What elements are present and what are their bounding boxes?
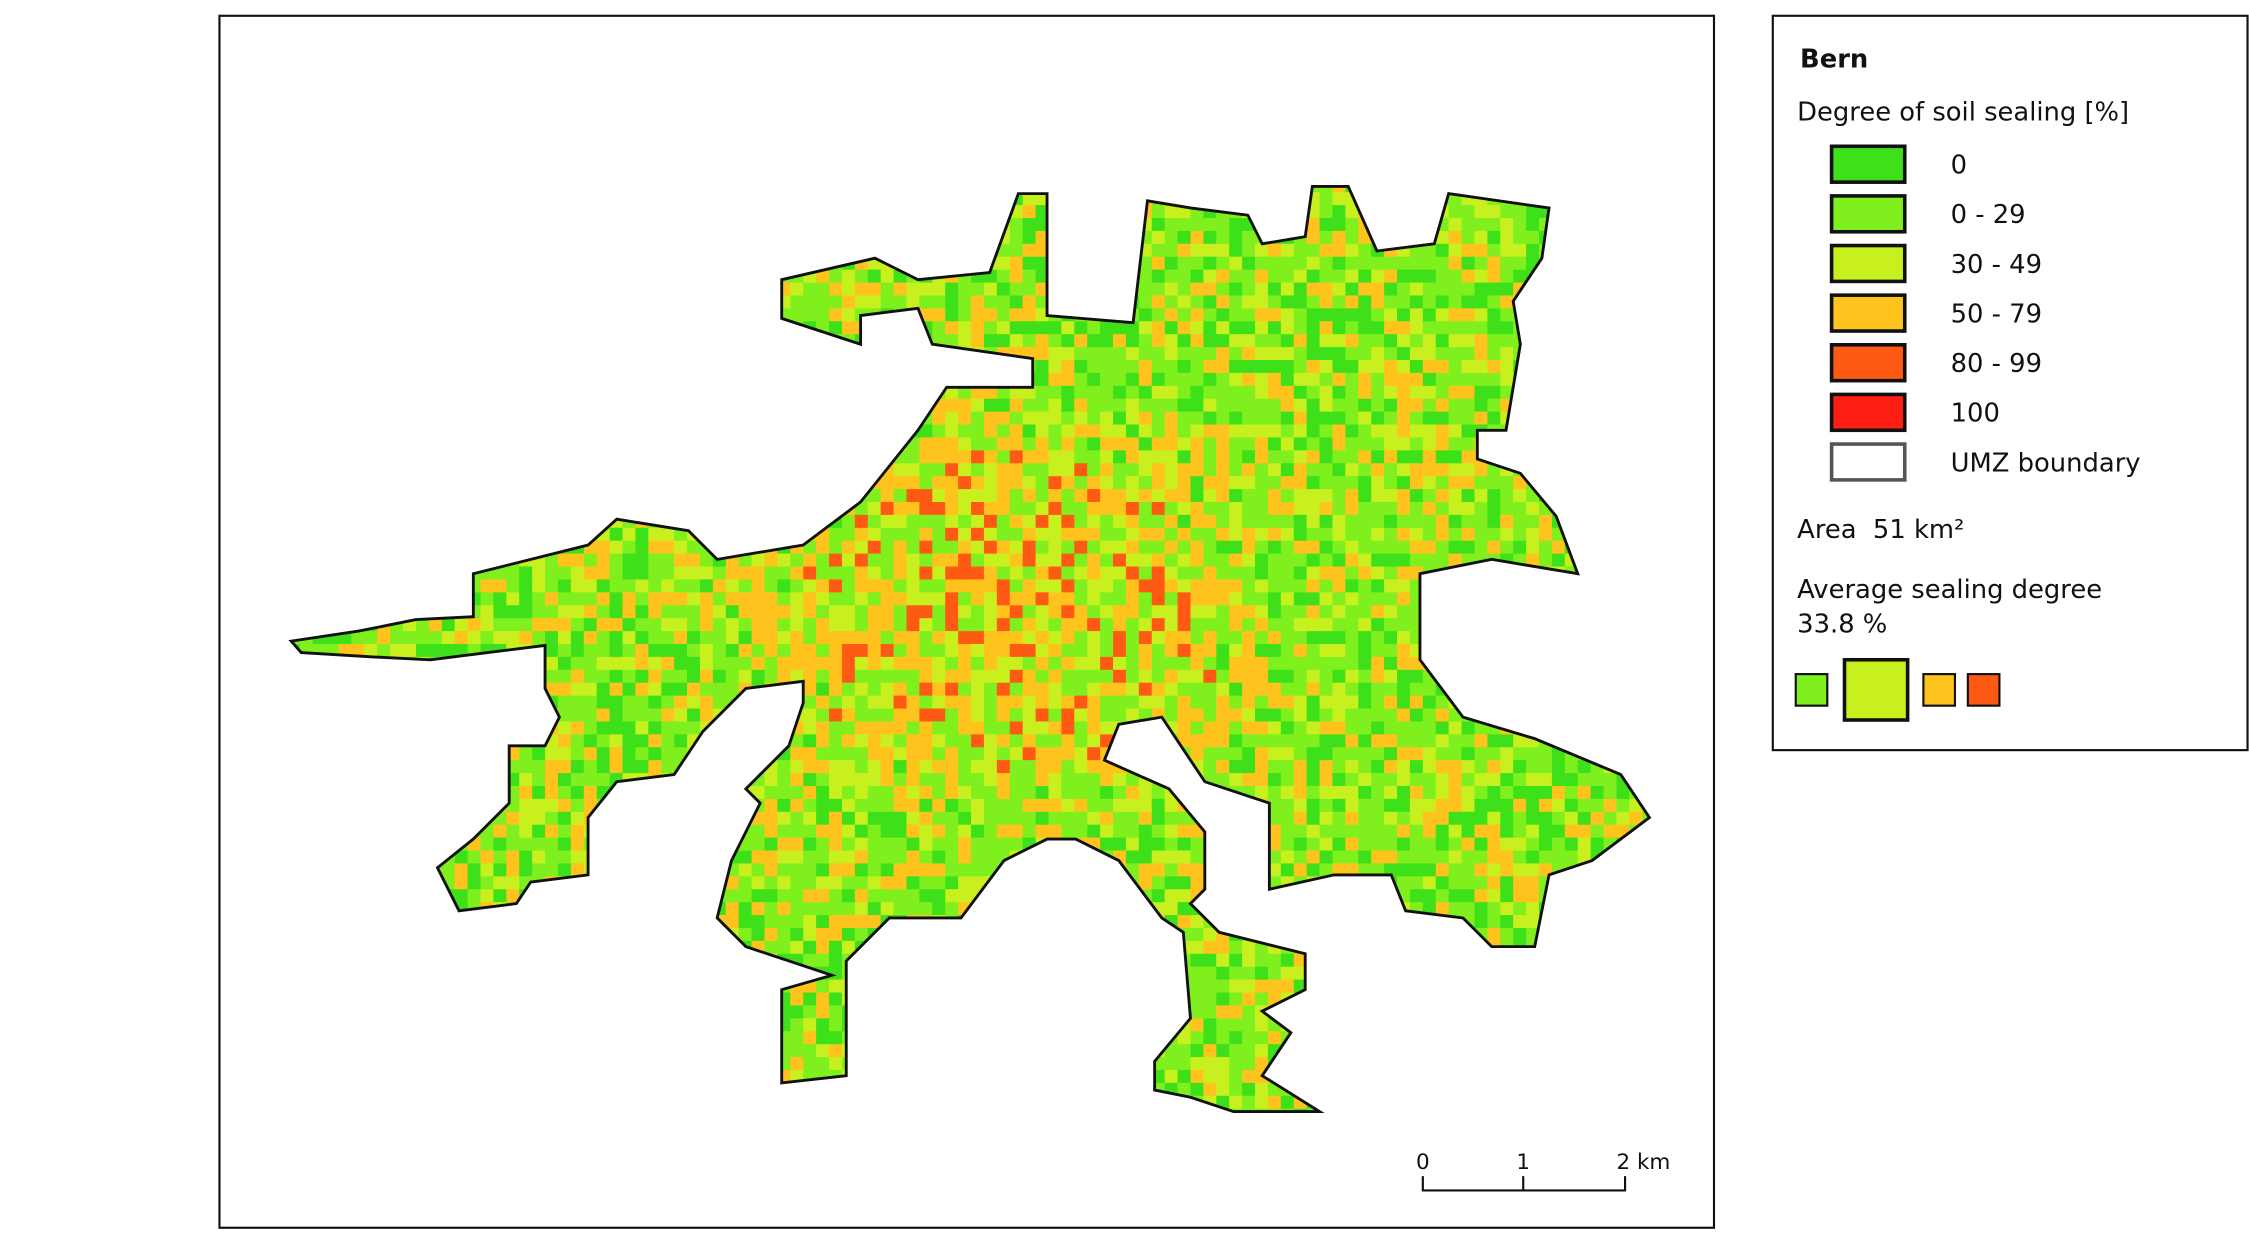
legend-swatch [1829,243,1907,284]
scale-label: 1 [1516,1150,1530,1175]
legend-label: 0 - 29 [1951,200,2026,230]
legend-label: 30 - 49 [1951,250,2042,280]
legend-label: UMZ boundary [1951,448,2141,478]
average-value: 33.8 % [1797,610,1887,640]
scale-label: 0 [1416,1150,1430,1175]
average-swatch [1794,673,1829,707]
umz-boundary [288,185,1652,1113]
average-swatch-highlight [1842,657,1910,722]
legend-swatch [1829,442,1907,482]
legend-swatch [1829,392,1907,433]
scale-bar: 0 1 2 km [1416,1150,1670,1192]
legend-subtitle: Degree of soil sealing [%] [1797,97,2129,127]
legend-title: Bern [1800,44,1868,74]
legend-frame [1771,14,2249,752]
legend-swatch [1829,293,1907,333]
legend-label: 50 - 79 [1951,299,2042,329]
legend: Bern Degree of soil sealing [%] 0 0 - 29 3… [1771,14,2249,752]
legend-swatch [1829,194,1907,234]
legend-label: 100 [1951,399,2000,429]
legend-label: 0 [1951,151,1967,181]
legend-swatch [1829,343,1907,383]
scale-line [1421,1176,1627,1192]
average-swatch [1922,673,1957,707]
average-swatch [1966,673,2001,707]
legend-label: 80 - 99 [1951,349,2042,379]
scale-label: 2 km [1616,1150,1670,1175]
area-text: Area 51 km² [1797,515,1964,545]
legend-swatch [1829,144,1907,184]
average-label: Average sealing degree [1797,575,2102,605]
